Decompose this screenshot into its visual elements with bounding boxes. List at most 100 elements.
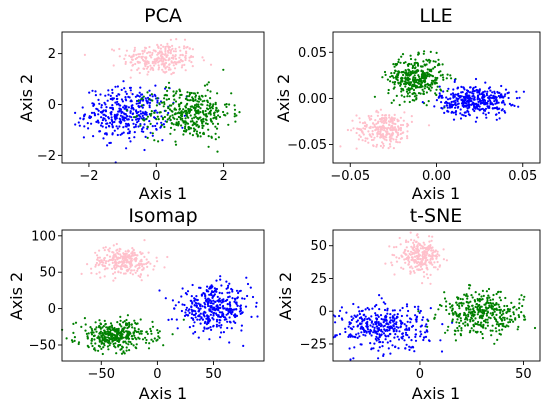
scatter-point <box>219 275 222 278</box>
scatter-point <box>437 308 440 311</box>
scatter-point <box>491 324 494 327</box>
scatter-point <box>507 308 510 311</box>
scatter-point <box>420 70 423 73</box>
scatter-point <box>404 85 407 88</box>
scatter-point <box>97 109 100 112</box>
scatter-point <box>193 116 196 119</box>
scatter-point <box>470 317 473 320</box>
scatter-point <box>191 302 194 305</box>
scatter-point <box>499 299 502 302</box>
scatter-point <box>123 261 126 264</box>
scatter-point <box>118 343 121 347</box>
scatter-point <box>147 347 151 350</box>
scatter-point <box>114 101 117 104</box>
scatter-point <box>182 121 185 124</box>
scatter-point <box>427 100 430 103</box>
scatter-point <box>149 131 152 134</box>
scatter-point <box>400 77 403 80</box>
scatter-point <box>486 299 489 302</box>
scatter-point <box>416 251 419 254</box>
scatter-point <box>210 120 213 123</box>
scatter-point <box>103 319 106 322</box>
scatter-point <box>133 258 136 261</box>
scatter-point <box>484 327 487 330</box>
scatter-point <box>385 133 389 136</box>
scatter-point <box>392 147 395 150</box>
scatter-point <box>438 95 441 98</box>
scatter-point <box>175 38 178 41</box>
scatter-point <box>434 313 437 316</box>
scatter-point <box>491 298 495 301</box>
scatter-point <box>194 122 197 125</box>
scatter-point <box>411 87 414 90</box>
scatter-point <box>103 329 106 332</box>
scatter-point <box>157 68 160 71</box>
scatter-point <box>185 121 188 124</box>
scatter-point <box>373 95 376 98</box>
scatter-point <box>124 60 127 64</box>
scatter-point <box>426 276 430 280</box>
scatter-point <box>398 103 401 107</box>
scatter-point <box>221 314 224 318</box>
scatter-point <box>485 116 488 119</box>
scatter-point <box>495 320 498 323</box>
scatter-point <box>455 312 458 315</box>
scatter-point <box>445 77 448 80</box>
scatter-point <box>382 354 385 357</box>
scatter-point <box>462 105 465 108</box>
scatter-point <box>100 106 103 109</box>
scatter-point <box>123 255 126 258</box>
scatter-point <box>335 334 338 337</box>
scatter-point <box>102 325 105 328</box>
scatter-point <box>156 115 159 118</box>
scatter-point <box>118 55 121 58</box>
scatter-point <box>163 101 166 104</box>
scatter-point <box>148 101 152 104</box>
scatter-point <box>455 314 458 317</box>
scatter-point <box>204 320 207 323</box>
scatter-point <box>135 254 138 257</box>
scatter-point <box>164 67 167 70</box>
scatter-point <box>196 318 199 321</box>
scatter-point <box>87 332 90 335</box>
scatter-point <box>224 316 227 319</box>
scatter-point <box>237 291 240 295</box>
scatter-point <box>359 323 362 326</box>
scatter-point <box>417 253 421 256</box>
scatter-point <box>410 339 413 342</box>
scatter-point <box>389 340 392 343</box>
scatter-point <box>496 291 500 294</box>
scatter-point <box>224 114 227 117</box>
scatter-point <box>144 135 147 138</box>
scatter-point <box>143 123 146 126</box>
scatter-point <box>507 96 510 100</box>
scatter-point <box>164 59 167 62</box>
scatter-point <box>188 47 191 50</box>
scatter-point <box>162 58 165 62</box>
scatter-point <box>410 115 413 118</box>
scatter-point <box>461 304 464 307</box>
scatter-point <box>101 263 104 266</box>
scatter-point <box>116 100 119 103</box>
scatter-point <box>133 136 136 139</box>
scatter-point <box>344 327 347 330</box>
scatter-point <box>195 124 198 127</box>
scatter-point <box>145 111 148 114</box>
scatter-point <box>406 74 409 77</box>
scatter-point <box>93 348 96 351</box>
scatter-point <box>234 321 237 324</box>
scatter-point <box>121 132 124 135</box>
scatter-point <box>233 297 237 300</box>
scatter-point <box>149 64 152 67</box>
scatter-point <box>414 61 417 64</box>
scatter-point <box>206 314 209 317</box>
scatter-point <box>108 125 111 128</box>
scatter-point <box>349 335 352 338</box>
scatter-point <box>125 49 128 52</box>
scatter-point <box>408 62 411 66</box>
scatter-point <box>174 47 177 51</box>
scatter-point <box>141 338 145 341</box>
scatter-point <box>101 334 104 337</box>
scatter-point <box>198 286 201 289</box>
scatter-point <box>488 86 492 89</box>
